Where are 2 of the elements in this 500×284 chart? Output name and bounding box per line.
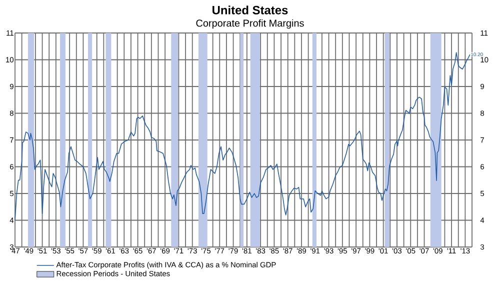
chart-subtitle: Corporate Profit Margins [196, 19, 304, 29]
chart-title: United States [212, 6, 288, 14]
